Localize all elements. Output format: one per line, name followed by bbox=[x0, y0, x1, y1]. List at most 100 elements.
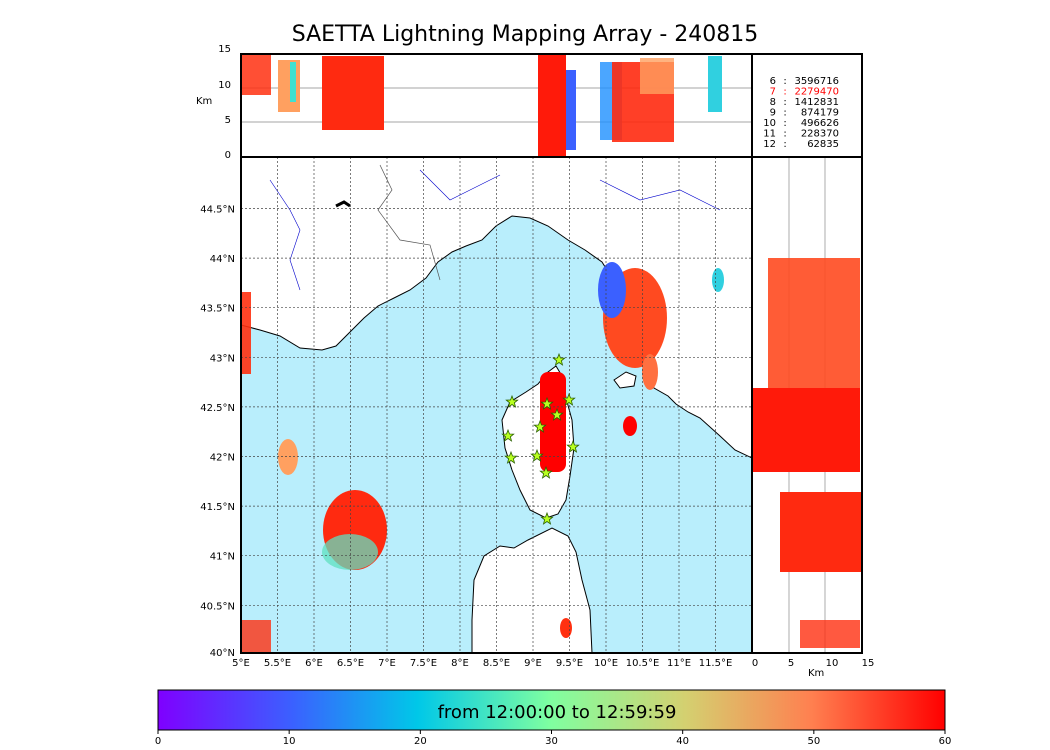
altitude-axis-label: Km bbox=[196, 96, 212, 107]
lon-tick-label: 10.5°E bbox=[626, 658, 660, 669]
lon-tick-label: 5.5°E bbox=[264, 658, 291, 669]
station-count: 3596716 bbox=[794, 76, 839, 87]
map-graticule bbox=[241, 157, 752, 653]
altitude-km-ticks: 15 10 5 0 bbox=[218, 44, 231, 161]
page-title: SAETTA Lightning Mapping Array - 240815 bbox=[291, 22, 759, 47]
side-tick-label: 15 bbox=[862, 658, 875, 669]
cluster-map-tuscany-south bbox=[642, 354, 658, 390]
station-count-list: 6:35967167:22794708:14128319:87417910:49… bbox=[763, 76, 839, 150]
cluster-top-3b bbox=[566, 70, 576, 150]
colorbar-tick-label: 50 bbox=[807, 736, 820, 747]
station-id: 12 bbox=[763, 139, 776, 150]
station-star-icon bbox=[566, 439, 580, 453]
station-star-icon bbox=[562, 392, 576, 406]
station-count: 496626 bbox=[801, 118, 839, 129]
station-markers bbox=[501, 352, 580, 525]
lon-tick-label: 11.5°E bbox=[699, 658, 733, 669]
station-count: 2279470 bbox=[794, 87, 839, 98]
river-3 bbox=[599, 179, 721, 211]
colorbar-tick-label: 40 bbox=[676, 736, 689, 747]
station-sep: : bbox=[783, 139, 786, 150]
station-star-icon bbox=[533, 419, 547, 433]
colorbar-tick-label: 30 bbox=[545, 736, 558, 747]
lon-tick-label: 11°E bbox=[667, 658, 691, 669]
station-sep: : bbox=[783, 129, 786, 140]
station-sep: : bbox=[783, 118, 786, 129]
lat-tick-label: 41°N bbox=[210, 552, 235, 563]
station-count: 228370 bbox=[801, 129, 839, 140]
altitude-source-clusters bbox=[241, 55, 752, 157]
side-panel-frame bbox=[751, 156, 863, 654]
station-count: 874179 bbox=[801, 108, 839, 119]
lon-tick-label: 8°E bbox=[451, 658, 469, 669]
cluster-top-3 bbox=[538, 55, 566, 157]
station-count: 62835 bbox=[807, 139, 839, 150]
station-id: 8 bbox=[770, 97, 776, 108]
side-tick-label: 0 bbox=[752, 658, 758, 669]
station-id: 9 bbox=[770, 108, 776, 119]
cluster-map-east bbox=[712, 268, 724, 292]
side-cluster-4 bbox=[800, 620, 860, 648]
station-count-panel: 6:35967167:22794708:14128319:87417910:49… bbox=[751, 53, 863, 158]
side-source-clusters bbox=[752, 157, 862, 653]
side-axis-label: Km bbox=[808, 668, 824, 679]
colorbar-label: from 12:00:00 to 12:59:59 bbox=[438, 702, 677, 723]
lat-tick-label: 42°N bbox=[210, 453, 235, 464]
cluster-top-1 bbox=[278, 60, 300, 112]
lon-tick-label: 6.5°E bbox=[337, 658, 364, 669]
station-sep: : bbox=[783, 76, 786, 87]
lat-tick-label: 42.5°N bbox=[200, 403, 235, 414]
station-id: 11 bbox=[763, 129, 776, 140]
elba-island bbox=[613, 371, 637, 389]
station-star-icon bbox=[539, 465, 553, 479]
colorbar-tick-label: 10 bbox=[283, 736, 296, 747]
cluster-map-sw-corner bbox=[241, 620, 271, 652]
lon-tick-label: 5°E bbox=[232, 658, 250, 669]
colorbar-tick-label: 20 bbox=[414, 736, 427, 747]
station-id: 10 bbox=[763, 118, 776, 129]
country-border bbox=[377, 164, 441, 281]
side-tick-label: 5 bbox=[788, 658, 794, 669]
colorbar-tick-label: 0 bbox=[155, 736, 161, 747]
lon-tick-label: 7°E bbox=[378, 658, 396, 669]
colorbar-tick-label: 60 bbox=[939, 736, 952, 747]
station-id: 6 bbox=[770, 76, 776, 87]
side-km-ticks: 0 5 10 15 bbox=[752, 658, 875, 669]
colorbar: from 12:00:00 to 12:59:59 0 10 20 30 40 50 60 bbox=[155, 689, 952, 747]
station-star-icon bbox=[540, 511, 554, 525]
cluster-top-1b bbox=[290, 62, 296, 102]
lat-tick-label: 40.5°N bbox=[200, 601, 235, 612]
altitude-tick-label: 15 bbox=[218, 44, 231, 55]
station-star-icon bbox=[552, 352, 566, 366]
altitude-tick-label: 10 bbox=[218, 80, 231, 91]
cluster-top-west bbox=[241, 55, 271, 95]
colorbar-gradient bbox=[157, 689, 946, 731]
station-sep: : bbox=[783, 108, 786, 119]
lon-tick-label: 9.5°E bbox=[556, 658, 583, 669]
cluster-map-sardinian-sea-edge bbox=[322, 534, 378, 570]
lat-tick-label: 40°N bbox=[210, 648, 235, 659]
plan-view-map: 5°E 5.5°E 6°E 6.5°E 7°E 7.5°E 8°E 8.5°E 9°E 9.5°E… bbox=[200, 156, 753, 669]
altitude-tick-label: 5 bbox=[225, 115, 231, 126]
lon-tick-label: 9°E bbox=[524, 658, 542, 669]
station-star-icon bbox=[550, 407, 564, 421]
cluster-map-tyrrhenian bbox=[623, 416, 637, 436]
cluster-top-2 bbox=[322, 56, 384, 130]
cluster-map-corsica bbox=[540, 372, 566, 472]
lon-tick-label: 6°E bbox=[305, 658, 323, 669]
mainland-coast bbox=[241, 157, 752, 459]
altitude-tick-label: 0 bbox=[225, 150, 231, 161]
lon-tick-label: 10°E bbox=[594, 658, 618, 669]
lat-tick-label: 44.5°N bbox=[200, 205, 235, 216]
altitude-lat-panel: 0 5 10 15 bbox=[751, 156, 875, 669]
colorbar-ticks: 0 10 20 30 40 50 60 bbox=[155, 730, 952, 747]
lat-tick-label: 44°N bbox=[210, 254, 235, 265]
cluster-map-west-edge bbox=[241, 292, 251, 374]
latitude-tick-labels: 44.5°N 44°N 43.5°N 43°N 42.5°N 42°N 41.5°N 41°N… bbox=[200, 205, 235, 660]
cluster-top-6 bbox=[708, 56, 722, 112]
longitude-tick-labels: 5°E 5.5°E 6°E 6.5°E 7°E 7.5°E 8°E 8.5°E 9°E 9.5°E… bbox=[232, 658, 732, 669]
station-star-icon bbox=[505, 394, 519, 408]
station-star-icon bbox=[530, 448, 544, 462]
map-land bbox=[241, 157, 752, 653]
